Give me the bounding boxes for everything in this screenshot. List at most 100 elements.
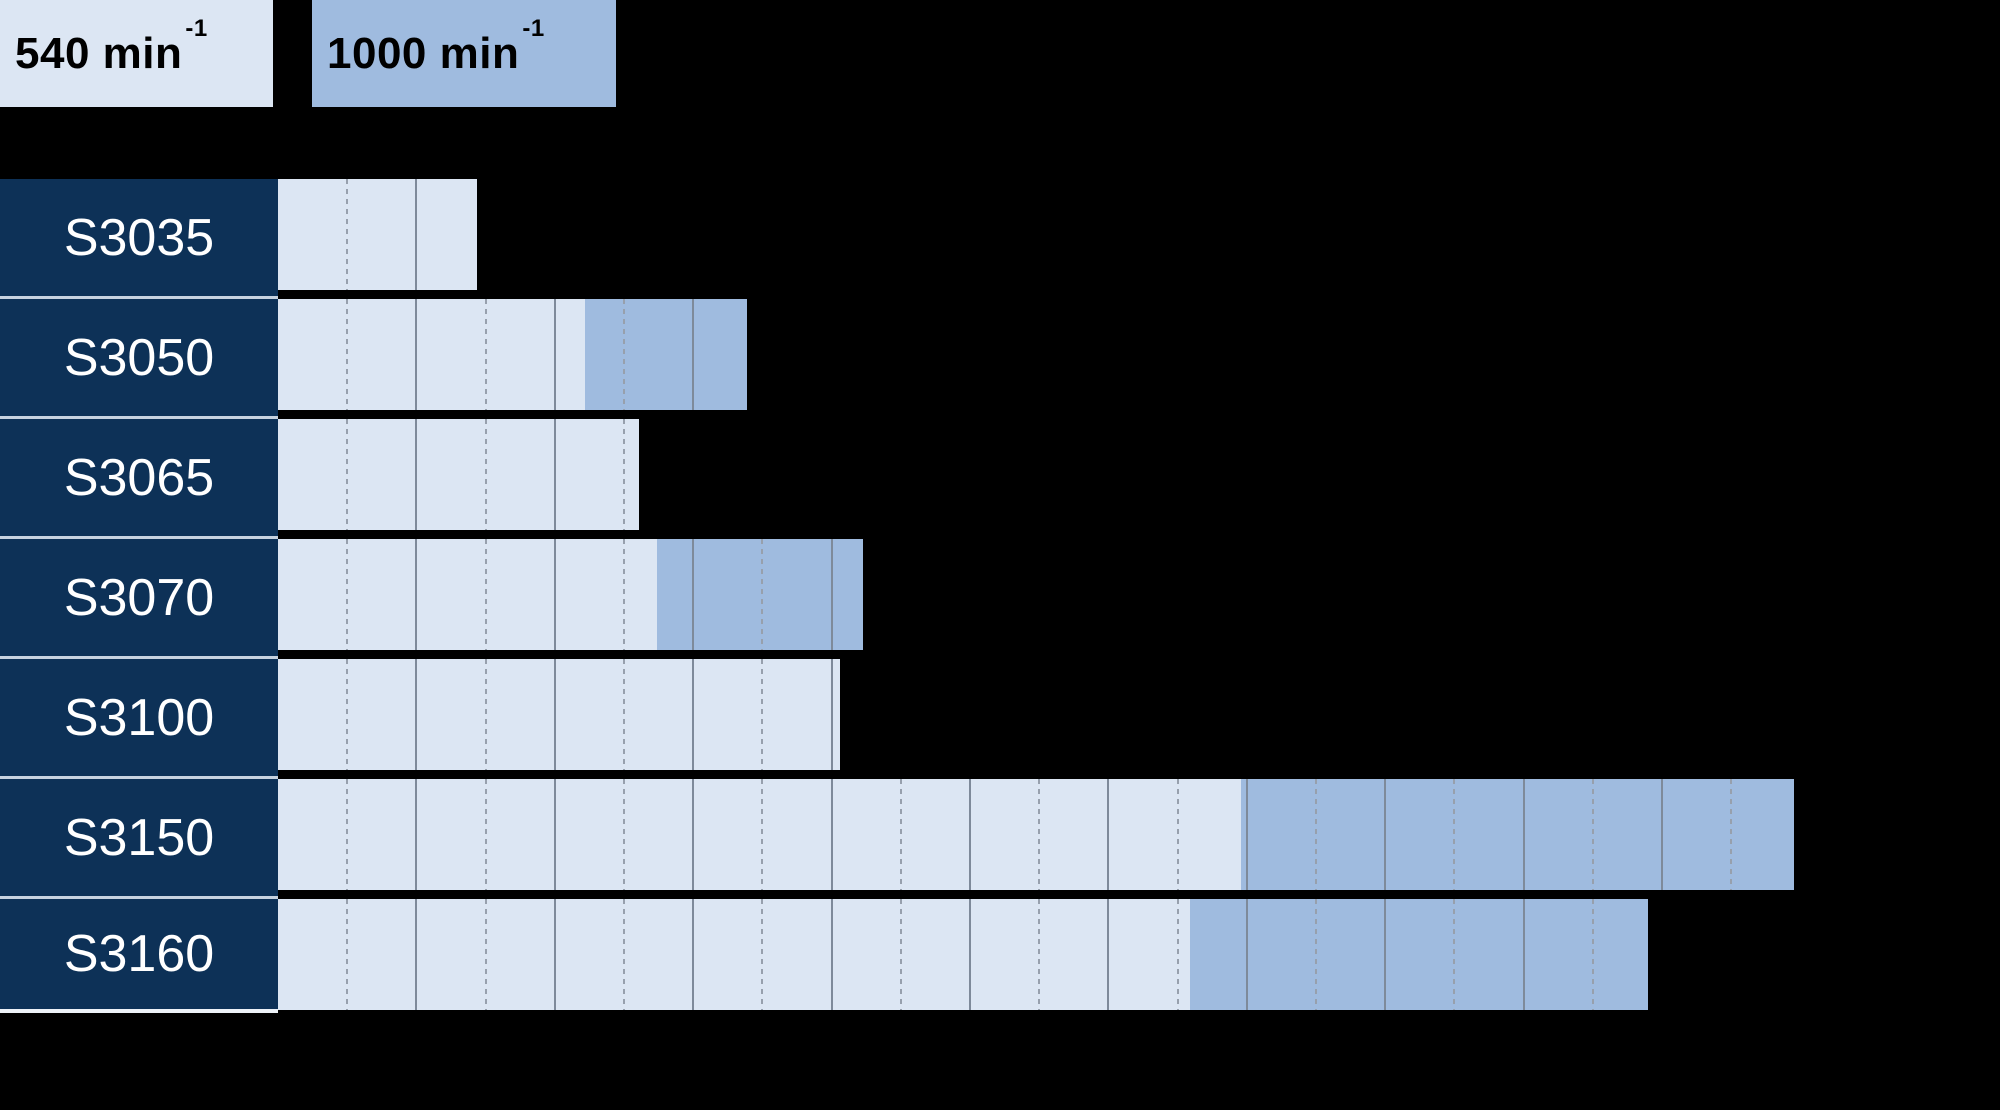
bar-chart: S3035 S3050 S3065 S3070 S3100 S3150 S3160 (0, 179, 1795, 1019)
gridline-solid (1384, 779, 1387, 890)
chart-row: S3100 (0, 659, 1794, 779)
bar-segment-1000 (1241, 779, 1795, 890)
gridline-solid (553, 299, 556, 410)
gridline-dashed (1730, 779, 1733, 890)
gridline-dashed (1453, 779, 1456, 890)
row-label: S3050 (0, 299, 278, 419)
gridline-dashed (1315, 779, 1317, 890)
row-label: S3100 (0, 659, 278, 779)
gridline-solid (1245, 779, 1248, 890)
gridline-solid (830, 539, 833, 650)
gridline-solid (553, 419, 556, 530)
bar-track (278, 659, 840, 770)
gridline-dashed (623, 299, 625, 410)
chart-row: S3035 (0, 179, 1794, 299)
gridline-dashed (623, 779, 625, 890)
gridline-dashed (1038, 899, 1041, 1010)
bar-track (278, 779, 1795, 890)
gridline-dashed (1176, 899, 1179, 1010)
gridline-dashed (761, 899, 764, 1010)
gridline-dashed (346, 899, 349, 1010)
gridline-dashed (1038, 779, 1041, 890)
bar-segment-1000 (585, 299, 748, 410)
gridline-dashed (1453, 899, 1456, 1010)
gridline-dashed (1315, 899, 1317, 1010)
legend-item-540: 540 min-1 (0, 0, 273, 107)
chart-row: S3150 (0, 779, 1795, 899)
gridline-solid (969, 779, 971, 890)
gridline-solid (415, 179, 418, 290)
gridline-dashed (346, 539, 349, 650)
chart-row: S3050 (0, 299, 1794, 419)
gridline-solid (1384, 899, 1387, 1010)
gridline-solid (692, 299, 695, 410)
gridline-solid (415, 419, 418, 530)
gridline-dashed (484, 299, 487, 410)
gridline-solid (415, 539, 418, 650)
bar-track (278, 179, 477, 290)
gridline-dashed (346, 179, 349, 290)
gridline-solid (553, 779, 556, 890)
gridline-solid (830, 899, 833, 1010)
gridline-solid (692, 659, 695, 770)
gridline-dashed (623, 539, 625, 650)
row-label: S3065 (0, 419, 278, 539)
legend-label-540-text: 540 min (15, 28, 183, 78)
legend: 540 min-1 1000 min-1 (0, 0, 2000, 107)
gridline-solid (1107, 899, 1110, 1010)
gridline-dashed (484, 419, 487, 530)
gridline-solid (415, 659, 418, 770)
gridline-solid (1522, 899, 1525, 1010)
gridline-solid (1661, 779, 1663, 890)
gridline-dashed (899, 779, 902, 890)
gridline-dashed (346, 419, 349, 530)
legend-label-1000-text: 1000 min (327, 28, 520, 78)
gridline-solid (969, 899, 971, 1010)
bar-segment-540 (278, 299, 586, 410)
row-label: S3150 (0, 779, 278, 899)
gridline-dashed (899, 899, 902, 1010)
bar-segment-540 (278, 899, 1191, 1010)
gridline-dashed (1176, 779, 1179, 890)
gridline-solid (692, 779, 695, 890)
chart-row: S3070 (0, 539, 1794, 659)
chart-row: S3065 (0, 419, 1794, 539)
bar-segment-540 (278, 659, 840, 770)
legend-label-1000: 1000 min-1 (327, 15, 545, 79)
gridline-solid (692, 539, 695, 650)
gridline-dashed (346, 299, 349, 410)
bar-segment-540 (278, 539, 658, 650)
gridline-solid (1107, 779, 1110, 890)
gridline-dashed (484, 899, 487, 1010)
legend-exponent-540: -1 (185, 14, 208, 42)
bar-track (278, 299, 748, 410)
row-label: S3160 (0, 899, 278, 1013)
bar-track (278, 539, 863, 650)
gridline-dashed (623, 659, 625, 770)
gridline-dashed (484, 539, 487, 650)
chart-row: S3160 (0, 899, 1794, 1019)
gridline-solid (553, 899, 556, 1010)
bar-segment-1000 (1190, 899, 1649, 1010)
gridline-solid (415, 899, 418, 1010)
gridline-solid (415, 779, 418, 890)
bar-track (278, 419, 640, 530)
bar-segment-540 (278, 419, 640, 530)
gridline-solid (1245, 899, 1248, 1010)
gridline-solid (1522, 779, 1525, 890)
row-label: S3070 (0, 539, 278, 659)
bar-segment-540 (278, 779, 1242, 890)
gridline-dashed (761, 779, 764, 890)
gridline-dashed (761, 539, 764, 650)
gridline-dashed (484, 659, 487, 770)
gridline-solid (692, 899, 695, 1010)
gridline-solid (830, 659, 833, 770)
gridline-solid (553, 659, 556, 770)
row-label: S3035 (0, 179, 278, 299)
bar-segment-1000 (657, 539, 863, 650)
gridline-solid (830, 779, 833, 890)
gridline-dashed (484, 779, 487, 890)
gridline-dashed (1591, 779, 1594, 890)
legend-exponent-1000: -1 (522, 14, 545, 42)
